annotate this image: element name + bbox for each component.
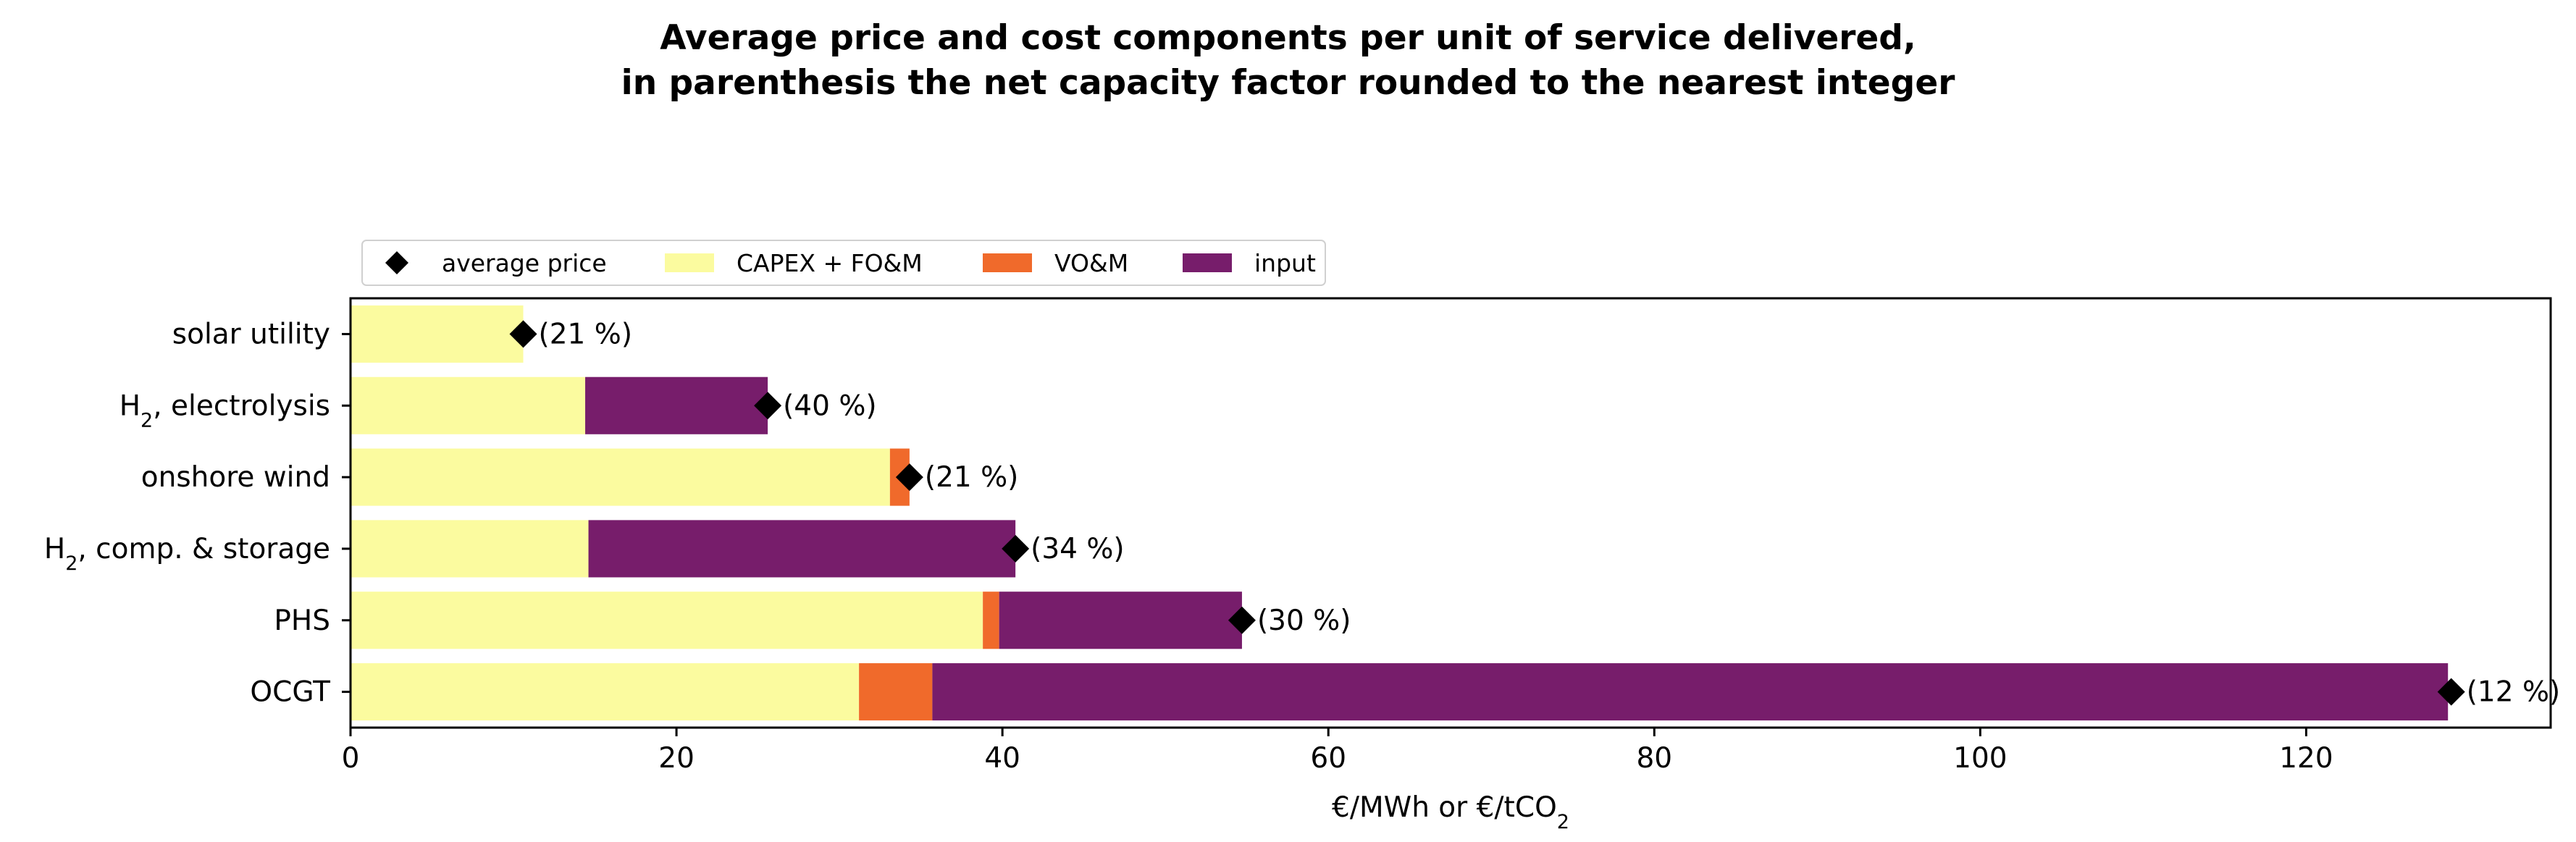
legend-swatch [1183, 253, 1232, 272]
legend-swatch [983, 253, 1032, 272]
x-tick-label: 120 [2279, 742, 2333, 775]
bar-segment [351, 591, 983, 649]
average-price-marker [754, 392, 782, 420]
average-price-marker [1228, 606, 1256, 634]
capacity-factor-label: (12 %) [2467, 676, 2561, 709]
x-axis-label: €/MWh or €/tCO2 [1332, 791, 1569, 833]
average-price-marker [2437, 678, 2465, 706]
x-tick-label: 0 [342, 742, 360, 775]
capacity-factor-label: (21 %) [925, 461, 1019, 494]
bar-segment [859, 663, 933, 721]
bar-segment [351, 448, 890, 506]
average-price-marker [895, 463, 923, 492]
legend-label: average price [442, 249, 607, 277]
x-tick-label: 60 [1310, 742, 1346, 775]
bar-segment [351, 663, 860, 721]
x-tick-label: 40 [984, 742, 1020, 775]
x-tick-label: 100 [1953, 742, 2007, 775]
capacity-factor-label: (34 %) [1031, 533, 1125, 565]
bar-segment [585, 376, 768, 434]
x-tick-label: 20 [658, 742, 695, 775]
chart-title: Average price and cost components per un… [660, 18, 1916, 58]
y-tick-label: PHS [274, 605, 330, 637]
y-tick-label: onshore wind [141, 461, 330, 494]
x-axis: 0 20 40 60 80 100 120 [342, 728, 2333, 775]
capacity-factor-label: (40 %) [783, 390, 877, 422]
y-tick-label: H2, comp. & storage [44, 533, 330, 575]
capacity-factor-label: (21 %) [539, 318, 633, 350]
capacity-factor-label: (30 %) [1257, 605, 1351, 637]
y-axis: solar utility H2, electrolysis onshore win… [44, 318, 351, 709]
average-price-marker [1002, 534, 1030, 563]
legend-box [361, 240, 1326, 286]
chart-title-block: Average price and cost components per un… [0, 16, 2576, 106]
plot-frame [349, 297, 2552, 729]
chart-subtitle: in parenthesis the net capacity factor r… [621, 63, 1955, 103]
price-markers-layer [509, 320, 2465, 706]
legend-label: input [1254, 249, 1316, 277]
legend: average price CAPEX + FO&M VO&M input [361, 240, 1326, 286]
legend-swatch [665, 253, 714, 272]
legend-average-price-marker [385, 251, 408, 274]
x-tick-label: 80 [1636, 742, 1672, 775]
bar-segment [999, 591, 1242, 649]
y-tick-label: H2, electrolysis [119, 390, 330, 431]
bar-segment [351, 376, 586, 434]
bar-segment [983, 591, 999, 649]
average-price-marker [509, 320, 537, 348]
bar-segment [932, 663, 2449, 721]
bar-segment [588, 520, 1016, 578]
bar-segment [351, 305, 524, 363]
legend-label: CAPEX + FO&M [737, 249, 923, 277]
capacity-annotations-layer: (21 %) (40 %) (21 %) (34 %) (30 %) (12 %) [539, 318, 2561, 708]
y-tick-label: solar utility [172, 318, 330, 350]
bars-layer [351, 305, 2449, 721]
legend-label: VO&M [1054, 249, 1128, 277]
bar-segment [351, 520, 589, 578]
y-tick-label: OCGT [250, 676, 330, 709]
